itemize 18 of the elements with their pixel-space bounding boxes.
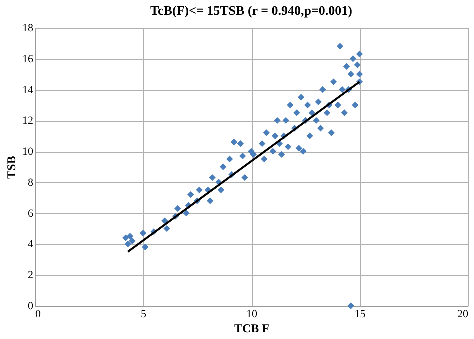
x-tick-label: 20 (458, 308, 469, 320)
y-axis-title: TSB (4, 156, 18, 179)
y-tick-label: 10 (22, 146, 34, 158)
x-tick-label: 0 (36, 308, 42, 320)
x-tick-label: 15 (354, 308, 366, 320)
x-tick-label: 10 (246, 308, 258, 320)
y-tick-label: 16 (22, 53, 34, 66)
y-tick-label: 2 (28, 270, 34, 282)
y-tick-label: 4 (28, 238, 34, 251)
y-tick-label: 14 (22, 84, 34, 96)
y-tick-label: 18 (22, 22, 34, 34)
y-tick-label: 0 (28, 300, 34, 312)
y-tick-label: 6 (28, 208, 34, 220)
chart-title: TcB(F)<= 15TSB (r = 0.940,p=0.001) (150, 3, 352, 18)
y-tick-label: 12 (22, 115, 34, 128)
x-axis-title: TCB F (234, 322, 270, 336)
y-tick-label: 8 (28, 176, 34, 189)
x-tick-label: 5 (141, 308, 147, 320)
